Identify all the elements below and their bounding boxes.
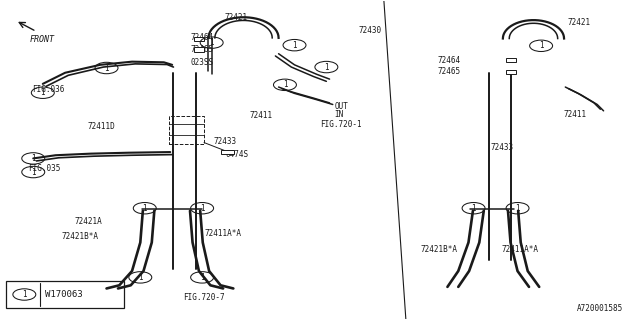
Text: W170063: W170063: [45, 290, 83, 299]
Text: 0474S: 0474S: [226, 150, 249, 159]
Text: 1: 1: [143, 204, 147, 213]
Text: 023SS: 023SS: [191, 58, 214, 67]
Text: 1: 1: [40, 88, 45, 97]
Text: FIG.720-1: FIG.720-1: [320, 120, 362, 129]
Text: 72421B*A: 72421B*A: [62, 232, 99, 241]
Text: 1: 1: [200, 204, 204, 213]
Text: 72421A: 72421A: [75, 217, 102, 226]
Text: 72411: 72411: [563, 109, 586, 118]
Text: 1: 1: [283, 80, 287, 89]
Text: 72430: 72430: [358, 26, 381, 35]
Text: 1: 1: [324, 62, 329, 72]
Bar: [169, 116, 204, 144]
Text: FIG.036: FIG.036: [32, 85, 65, 94]
Text: 1: 1: [471, 204, 476, 213]
Text: 72433: 72433: [491, 143, 514, 152]
Text: 1: 1: [31, 168, 36, 177]
Text: 72421: 72421: [225, 13, 248, 22]
Bar: [194, 36, 204, 41]
Text: 72465: 72465: [438, 67, 461, 76]
Text: IN: IN: [335, 110, 344, 119]
Text: FIG.035: FIG.035: [28, 164, 61, 173]
Text: 72421: 72421: [567, 18, 590, 27]
Text: 1: 1: [515, 204, 520, 213]
Text: 1: 1: [292, 41, 297, 50]
Text: 1: 1: [138, 273, 143, 282]
Text: 72433: 72433: [214, 137, 237, 146]
Text: 72421B*A: 72421B*A: [420, 245, 458, 254]
Text: 1: 1: [209, 38, 214, 47]
Text: 72411: 72411: [250, 111, 273, 120]
Text: 72464: 72464: [191, 33, 214, 42]
Text: OUT: OUT: [335, 102, 349, 111]
Text: FRONT: FRONT: [30, 35, 55, 44]
Text: 1: 1: [31, 154, 36, 163]
Text: 72411D: 72411D: [88, 122, 115, 131]
Text: 72465: 72465: [191, 45, 214, 54]
Text: 72464: 72464: [438, 56, 461, 65]
Text: 1: 1: [539, 41, 543, 50]
Text: 1: 1: [104, 63, 109, 73]
Text: 72411A*A: 72411A*A: [204, 229, 241, 238]
Bar: [506, 69, 516, 74]
Text: A720001585: A720001585: [577, 304, 623, 313]
Text: FIG.720-7: FIG.720-7: [183, 293, 225, 302]
Text: 1: 1: [200, 273, 204, 282]
Bar: [221, 150, 234, 154]
Text: 1: 1: [22, 290, 27, 299]
Bar: [194, 47, 204, 52]
Bar: [506, 58, 516, 62]
Text: 72411A*A: 72411A*A: [502, 245, 539, 254]
